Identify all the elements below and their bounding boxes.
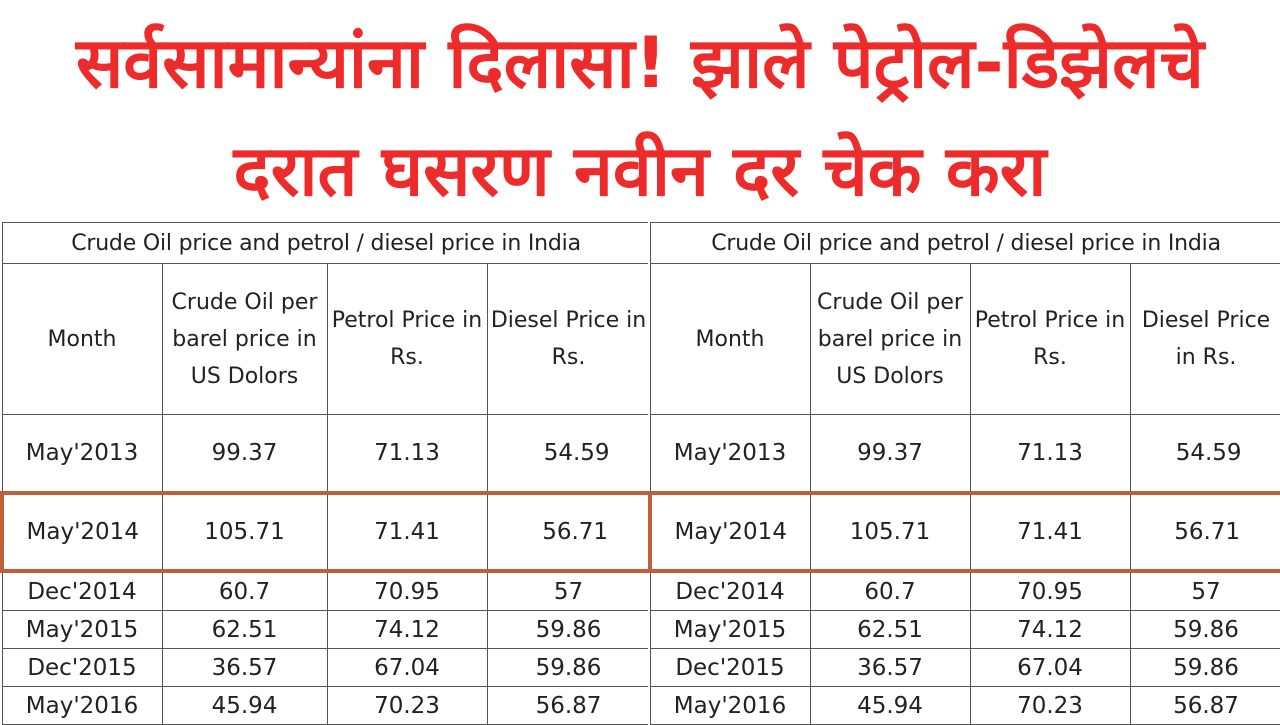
cell-crude: 62.51 (809, 610, 971, 649)
price-table-right: Crude Oil price and petrol / diesel pric… (648, 222, 1280, 725)
table-row: May'2016 45.94 70.23 56.87 (1, 686, 651, 725)
cell-petrol: 74.12 (969, 610, 1131, 649)
table-row: Dec'2015 36.57 67.04 59.86 (649, 648, 1280, 687)
cell-month: Dec'2015 (1, 648, 163, 687)
table-row-highlighted: May'2014 105.71 71.41 56.71 (648, 491, 1280, 573)
cell-petrol: 71.41 (969, 491, 1131, 573)
header-petrol: Petrol Price in Rs. (969, 263, 1131, 415)
table-row: Dec'2015 36.57 67.04 59.86 (1, 648, 651, 687)
header-crude-oil: Crude Oil per barel price in US Dolors (161, 263, 328, 415)
cell-petrol: 71.41 (326, 491, 488, 573)
table-row-highlighted: May'2014 105.71 71.41 56.71 (0, 491, 653, 573)
cell-month: May'2016 (649, 686, 811, 725)
cell-petrol: 70.23 (969, 686, 1131, 725)
cell-diesel: 57 (486, 570, 651, 611)
cell-month: Dec'2014 (1, 570, 163, 611)
header-crude-oil: Crude Oil per barel price in US Dolors (809, 263, 971, 415)
table-row: May'2016 45.94 70.23 56.87 (649, 686, 1280, 725)
headline-line-1: सर्वसामान्यांना दिलासा! झाले पेट्रोल-डिझ… (75, 22, 1205, 104)
table-row: Dec'2014 60.7 70.95 57 (649, 570, 1280, 611)
cell-diesel: 59.86 (486, 610, 651, 649)
cell-diesel: 59.86 (486, 648, 651, 687)
header-month: Month (649, 263, 811, 415)
cell-month: May'2016 (1, 686, 163, 725)
headline-line-2: दरात घसरण नवीन दर चेक करा (233, 130, 1047, 212)
cell-petrol: 70.23 (326, 686, 488, 725)
cell-month: Dec'2014 (649, 570, 811, 611)
cell-petrol: 71.13 (326, 414, 488, 494)
cell-crude: 105.71 (161, 491, 328, 573)
cell-diesel: 59.86 (1129, 610, 1280, 649)
cell-crude: 45.94 (161, 686, 328, 725)
cell-petrol: 70.95 (326, 570, 488, 611)
cell-diesel: 56.71 (486, 491, 653, 573)
cell-diesel: 56.71 (1129, 491, 1280, 573)
table-row: May'2015 62.51 74.12 59.86 (649, 610, 1280, 649)
table-row: Dec'2014 60.7 70.95 57 (1, 570, 651, 611)
table-row: May'2013 99.37 71.13 54.59 (1, 414, 651, 494)
header-diesel: Diesel Price in Rs. (486, 263, 651, 415)
cell-petrol: 71.13 (969, 414, 1131, 494)
cell-month: May'2015 (1, 610, 163, 649)
cell-crude: 60.7 (809, 570, 971, 611)
cell-diesel: 56.87 (1129, 686, 1280, 725)
cell-month: Dec'2015 (649, 648, 811, 687)
cell-diesel: 57 (1129, 570, 1280, 611)
cell-petrol: 67.04 (326, 648, 488, 687)
cell-crude: 99.37 (809, 414, 971, 494)
cell-diesel: 54.59 (486, 414, 651, 494)
cell-crude: 60.7 (161, 570, 328, 611)
table-row: May'2013 99.37 71.13 54.59 (649, 414, 1280, 494)
cell-crude: 105.71 (809, 491, 971, 573)
table-row: May'2015 62.51 74.12 59.86 (1, 610, 651, 649)
cell-crude: 36.57 (809, 648, 971, 687)
cell-month: May'2014 (648, 491, 811, 573)
header-petrol: Petrol Price in Rs. (326, 263, 488, 415)
cell-crude: 45.94 (809, 686, 971, 725)
table-caption: Crude Oil price and petrol / diesel pric… (1, 222, 651, 264)
cell-crude: 99.37 (161, 414, 328, 494)
cell-month: May'2013 (1, 414, 163, 494)
price-table-left: Crude Oil price and petrol / diesel pric… (0, 222, 653, 725)
header-month: Month (1, 263, 163, 415)
cell-crude: 62.51 (161, 610, 328, 649)
cell-diesel: 59.86 (1129, 648, 1280, 687)
cell-month: May'2014 (0, 491, 163, 573)
cell-crude: 36.57 (161, 648, 328, 687)
cell-month: May'2013 (649, 414, 811, 494)
cell-petrol: 74.12 (326, 610, 488, 649)
cell-petrol: 70.95 (969, 570, 1131, 611)
table-caption: Crude Oil price and petrol / diesel pric… (649, 222, 1280, 264)
header-diesel: Diesel Price in Rs. (1129, 263, 1280, 415)
cell-diesel: 56.87 (486, 686, 651, 725)
cell-diesel: 54.59 (1129, 414, 1280, 494)
cell-petrol: 67.04 (969, 648, 1131, 687)
cell-month: May'2015 (649, 610, 811, 649)
